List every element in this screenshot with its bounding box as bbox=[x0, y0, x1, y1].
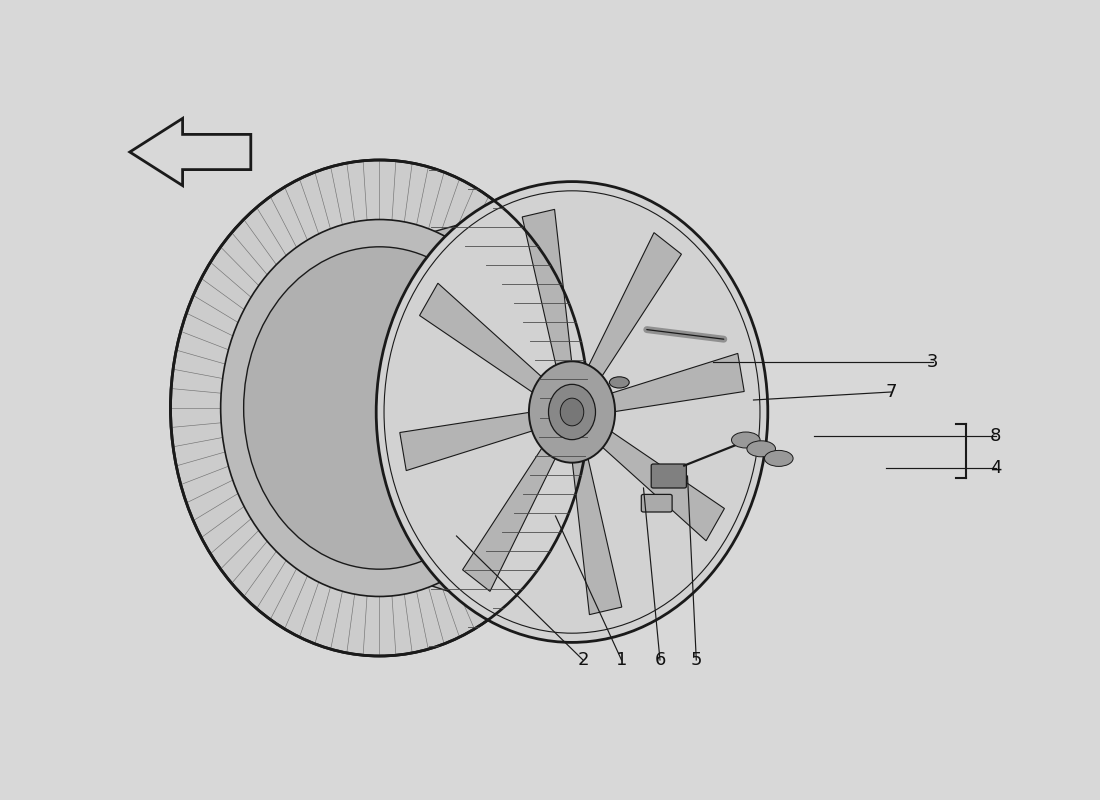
FancyBboxPatch shape bbox=[651, 464, 686, 488]
Text: 5: 5 bbox=[691, 651, 702, 669]
Text: 1: 1 bbox=[616, 651, 627, 669]
Polygon shape bbox=[586, 233, 681, 381]
Ellipse shape bbox=[609, 377, 629, 388]
Polygon shape bbox=[598, 429, 725, 541]
Polygon shape bbox=[607, 354, 745, 412]
Polygon shape bbox=[572, 453, 621, 614]
FancyBboxPatch shape bbox=[641, 494, 672, 512]
Ellipse shape bbox=[560, 398, 584, 426]
Text: 6: 6 bbox=[654, 651, 666, 669]
Ellipse shape bbox=[764, 450, 793, 466]
Ellipse shape bbox=[529, 362, 615, 462]
Ellipse shape bbox=[243, 246, 515, 570]
Polygon shape bbox=[463, 443, 558, 591]
Polygon shape bbox=[130, 118, 251, 186]
Ellipse shape bbox=[170, 160, 588, 656]
Ellipse shape bbox=[376, 182, 768, 642]
Text: 4: 4 bbox=[990, 459, 1001, 477]
Text: 2: 2 bbox=[578, 651, 588, 669]
Ellipse shape bbox=[549, 384, 595, 440]
Text: 8: 8 bbox=[990, 427, 1001, 445]
Text: 7: 7 bbox=[886, 383, 896, 401]
Ellipse shape bbox=[732, 432, 760, 448]
Polygon shape bbox=[379, 193, 572, 631]
Polygon shape bbox=[419, 283, 546, 395]
Text: 3: 3 bbox=[927, 353, 938, 370]
Polygon shape bbox=[522, 210, 572, 371]
Polygon shape bbox=[399, 412, 537, 470]
Ellipse shape bbox=[747, 441, 776, 457]
Ellipse shape bbox=[221, 219, 538, 597]
